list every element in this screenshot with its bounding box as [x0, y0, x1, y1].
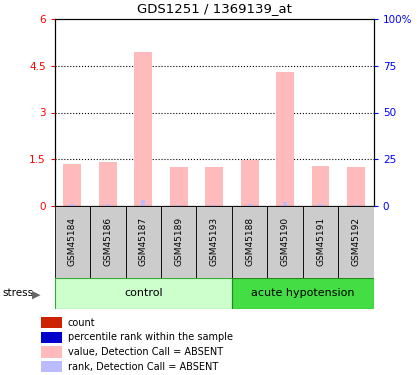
Bar — [55, 278, 232, 309]
Text: GSM45193: GSM45193 — [210, 217, 219, 266]
Bar — [283, 202, 287, 206]
Bar — [241, 160, 259, 206]
Text: value, Detection Call = ABSENT: value, Detection Call = ABSENT — [68, 347, 223, 357]
Text: GSM45184: GSM45184 — [68, 217, 77, 266]
Bar — [99, 162, 117, 206]
Text: acute hypotension: acute hypotension — [251, 288, 354, 298]
Text: GSM45192: GSM45192 — [352, 217, 360, 266]
Bar — [176, 205, 181, 206]
Bar — [268, 206, 303, 278]
Bar — [303, 206, 339, 278]
Text: GSM45186: GSM45186 — [103, 217, 112, 266]
Bar — [41, 317, 62, 328]
Bar — [106, 204, 110, 206]
Bar — [55, 206, 90, 278]
Bar — [134, 52, 152, 206]
Text: percentile rank within the sample: percentile rank within the sample — [68, 332, 233, 342]
Text: count: count — [68, 318, 95, 328]
Bar — [347, 167, 365, 206]
Bar — [232, 278, 374, 309]
Text: control: control — [124, 288, 163, 298]
Text: ▶: ▶ — [32, 290, 40, 300]
Bar — [212, 205, 216, 206]
Bar — [312, 166, 329, 206]
Bar — [126, 206, 161, 278]
Text: rank, Detection Call = ABSENT: rank, Detection Call = ABSENT — [68, 362, 218, 372]
Text: GSM45191: GSM45191 — [316, 217, 325, 266]
Bar — [170, 167, 188, 206]
Bar — [41, 346, 62, 358]
Bar — [276, 72, 294, 206]
Text: GSM45187: GSM45187 — [139, 217, 148, 266]
Bar — [354, 205, 358, 206]
Title: GDS1251 / 1369139_at: GDS1251 / 1369139_at — [137, 2, 291, 15]
Text: stress: stress — [2, 288, 33, 298]
Bar — [90, 206, 126, 278]
Bar — [232, 206, 268, 278]
Bar — [41, 361, 62, 372]
Bar — [205, 167, 223, 206]
Text: GSM45190: GSM45190 — [281, 217, 290, 266]
Text: GSM45189: GSM45189 — [174, 217, 183, 266]
Bar — [161, 206, 197, 278]
Bar — [339, 206, 374, 278]
Text: GSM45188: GSM45188 — [245, 217, 254, 266]
Bar — [70, 204, 74, 206]
Bar — [197, 206, 232, 278]
Bar — [247, 204, 252, 206]
Bar — [41, 332, 62, 343]
Bar — [63, 164, 81, 206]
Bar — [318, 204, 323, 206]
Bar — [141, 200, 145, 206]
